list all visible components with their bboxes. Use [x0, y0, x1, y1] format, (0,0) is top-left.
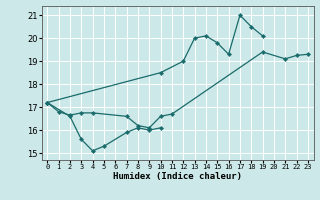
- X-axis label: Humidex (Indice chaleur): Humidex (Indice chaleur): [113, 172, 242, 181]
